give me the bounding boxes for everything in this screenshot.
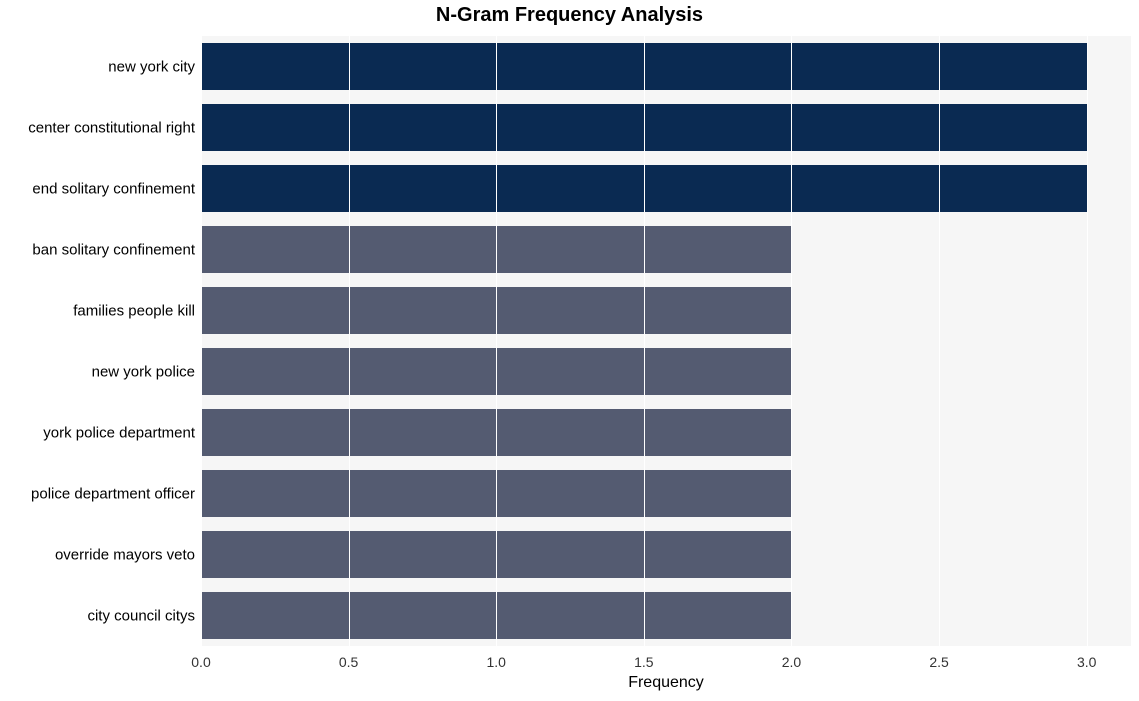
grid-line: [201, 36, 202, 646]
grid-line: [349, 36, 350, 646]
y-tick-label: police department officer: [0, 485, 195, 502]
y-tick-label: center constitutional right: [0, 119, 195, 136]
plot-area: [201, 36, 1131, 646]
chart-title: N-Gram Frequency Analysis: [0, 4, 1139, 27]
y-tick-label: end solitary confinement: [0, 180, 195, 197]
x-tick-label: 1.5: [634, 654, 653, 670]
x-axis-title: Frequency: [628, 674, 704, 692]
ngram-frequency-chart: N-Gram Frequency Analysis new york city c…: [0, 0, 1139, 701]
y-tick-label: new york police: [0, 363, 195, 380]
grid-line: [1087, 36, 1088, 646]
grid-line: [496, 36, 497, 646]
y-tick-label: city council citys: [0, 607, 195, 624]
y-tick-label: families people kill: [0, 302, 195, 319]
grid-line: [644, 36, 645, 646]
y-tick-label: new york city: [0, 58, 195, 75]
x-tick-label: 1.0: [487, 654, 506, 670]
grid-line: [791, 36, 792, 646]
x-tick-label: 2.5: [929, 654, 948, 670]
x-tick-label: 0.0: [191, 654, 210, 670]
y-tick-label: ban solitary confinement: [0, 241, 195, 258]
y-tick-label: override mayors veto: [0, 546, 195, 563]
x-tick-label: 0.5: [339, 654, 358, 670]
x-tick-label: 2.0: [782, 654, 801, 670]
y-tick-label: york police department: [0, 424, 195, 441]
grid-line: [939, 36, 940, 646]
x-tick-label: 3.0: [1077, 654, 1096, 670]
